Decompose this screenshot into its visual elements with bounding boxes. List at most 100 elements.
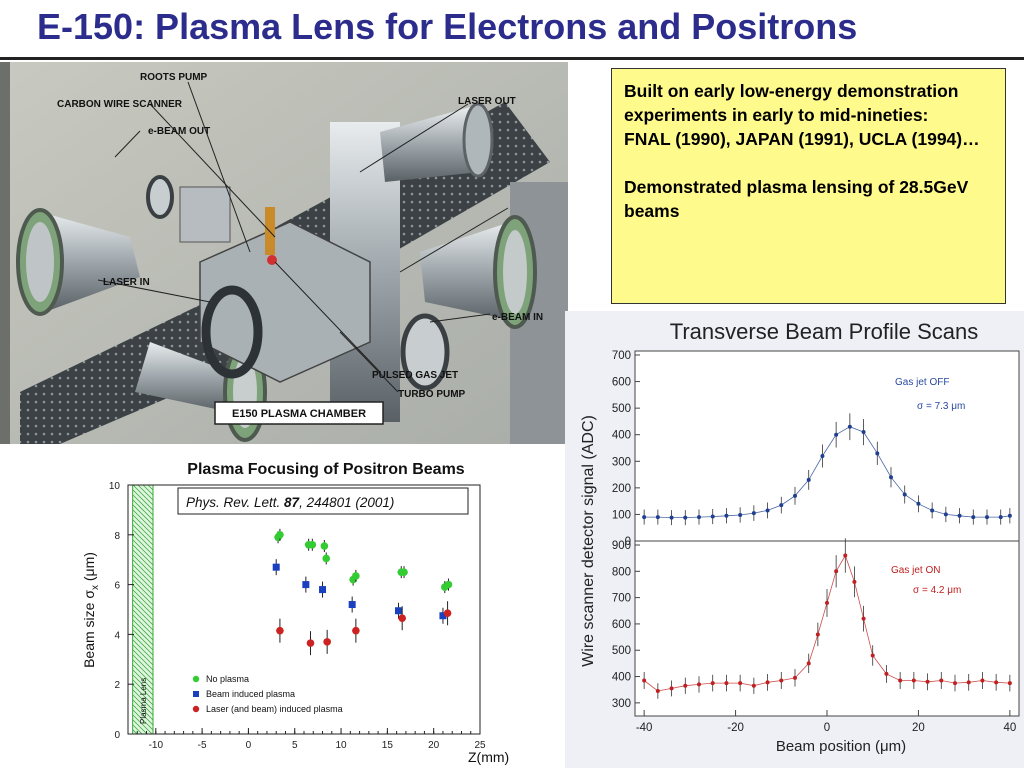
plasma-lens-hatch (137, 484, 154, 501)
plasma-lens-hatch (132, 539, 154, 561)
plasma-lens-hatch (132, 534, 154, 556)
chart2-point (724, 681, 729, 686)
plasma-lens-hatch (132, 654, 154, 676)
chart2-point (1007, 681, 1012, 686)
chart2-point (710, 514, 715, 519)
chart2-point (953, 681, 957, 686)
chart2-point (697, 682, 701, 687)
chart2-point (843, 553, 848, 558)
chart2-point (765, 508, 770, 513)
chart1-point (444, 580, 453, 589)
plasma-lens-hatch (132, 634, 154, 656)
chart2-point (815, 632, 820, 637)
chart2-point (971, 515, 976, 520)
chart2-point (683, 515, 688, 520)
plasma-lens-hatch (132, 554, 154, 576)
chart2-point (793, 493, 797, 498)
chart1-point (394, 607, 402, 615)
plasma-lens-hatch (132, 729, 138, 735)
chart1-legend-marker (192, 705, 200, 713)
chart2-ytick-label: 200 (612, 483, 631, 495)
plasma-lens-hatch (132, 669, 154, 691)
chart1-ytick-label: 10 (109, 481, 121, 492)
chart2-point (820, 453, 825, 458)
chart1-ytick-label: 8 (114, 531, 120, 542)
chart1-point (439, 612, 447, 620)
chart2-point (738, 512, 743, 517)
label-ebeam-out: e-BEAM OUT (148, 126, 210, 137)
chart1-ylabel: Beam size σx (μm) (81, 552, 101, 668)
chart1-point (276, 626, 284, 635)
chart2-point (957, 513, 962, 518)
chart2-point (861, 616, 866, 621)
chart2-xtick-label: -40 (636, 722, 653, 734)
plasma-lens-hatch (132, 509, 154, 531)
chart2-title: Transverse Beam Profile Scans (670, 319, 979, 344)
plasma-lens-hatch (132, 659, 154, 681)
chart2-point (738, 681, 743, 686)
chart2-point (697, 515, 701, 520)
plasma-lens-hatch (132, 579, 154, 601)
chart2-point (765, 680, 770, 685)
chart1-point (272, 563, 280, 571)
chart1-point (322, 554, 331, 563)
plasma-lens-hatch (132, 484, 154, 506)
chart2-point (724, 513, 729, 518)
chart1-point (306, 639, 315, 647)
chart2-point (825, 600, 829, 605)
chart2-ytick-label: 700 (612, 350, 631, 362)
label-laser-in: LASER IN (103, 277, 150, 288)
plasma-lens-hatch (132, 694, 154, 716)
chart2-ytick-label: 700 (612, 593, 631, 605)
chart2-point (710, 681, 715, 686)
plasma-chamber-photo: ROOTS PUMP CARBON WIRE SCANNER e-BEAM OU… (0, 62, 568, 444)
chart1-xtick-label: 25 (474, 740, 486, 751)
chart1-ytick-label: 4 (114, 630, 120, 641)
plasma-lens-hatch (132, 599, 154, 621)
chart2-point (806, 477, 811, 482)
chart2-fit-curve (643, 554, 1010, 692)
chart2-point (889, 475, 893, 480)
chart1-legend-label: Laser (and beam) induced plasma (206, 704, 343, 714)
plasma-lens-hatch (132, 504, 154, 526)
chart1-ytick-label: 2 (114, 680, 120, 691)
chart2-point (875, 451, 880, 456)
slide-title: E-150: Plasma Lens for Electrons and Pos… (37, 6, 858, 47)
plasma-lens-hatch (132, 594, 154, 616)
chart2-ytick-label: 300 (612, 698, 631, 710)
plasma-lens-hatch (132, 589, 154, 611)
chart1-xlabel: Z(mm) (468, 749, 509, 765)
plasma-lens-hatch (132, 529, 154, 551)
chart1-point (400, 568, 408, 576)
chart2-xtick-label: -20 (727, 722, 744, 734)
chart2-point (834, 432, 839, 437)
chart2-fit-curve (644, 426, 1010, 518)
plasma-lens-hatch (132, 559, 154, 581)
chart2-point (998, 515, 1003, 520)
chart1-xtick-label: -5 (198, 740, 207, 751)
plasma-lens-hatch (132, 489, 154, 511)
chart2-ytick-label: 600 (612, 619, 631, 631)
chart2-point (870, 653, 875, 658)
chart1-point (276, 531, 284, 539)
chart2-point (751, 511, 756, 516)
chart2-ytick-label: 800 (612, 566, 631, 578)
chart2-point (655, 689, 660, 694)
chart1-ytick-label: 0 (114, 730, 120, 741)
plasma-lens-hatch (132, 639, 154, 661)
chart2-point (806, 661, 811, 666)
summary-line-1: Built on early low-energy demonstration … (624, 81, 959, 125)
chart2-ytick-label: 0 (625, 536, 631, 548)
label-pulsed-gas-jet: PULSED GAS JET (372, 370, 458, 381)
plasma-lens-hatch (132, 624, 154, 646)
chart2-ylabel: Wire scanner detector signal (ADC) (580, 415, 597, 667)
chart1-legend-marker (192, 675, 200, 683)
label-laser-out: LASER OUT (458, 96, 516, 107)
plasma-lens-hatch (132, 569, 154, 591)
label-chamber: E150 PLASMA CHAMBER (232, 408, 366, 420)
plasma-lens-hatch (132, 549, 154, 571)
chart2-point (642, 678, 647, 683)
plasma-lens-hatch (142, 484, 154, 496)
plasma-lens-hatch (132, 514, 154, 536)
chart2-point (779, 678, 784, 683)
